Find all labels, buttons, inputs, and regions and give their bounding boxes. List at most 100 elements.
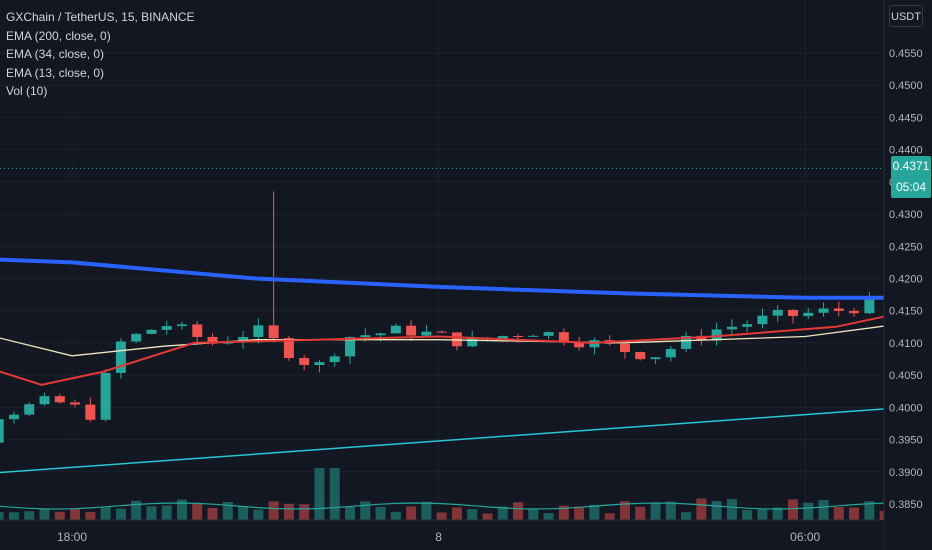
candle-body: [818, 308, 829, 313]
last-price-label: 0.4371: [891, 156, 931, 177]
volume-bar: [146, 506, 157, 520]
y-tick-label: 0.3850: [889, 499, 923, 511]
currency-button[interactable]: USDT: [889, 5, 923, 27]
y-tick-label: 0.4550: [889, 48, 923, 60]
y-tick-label: 0.4300: [889, 209, 923, 221]
y-tick-label: 0.3950: [889, 435, 923, 447]
x-tick-label: 18:00: [57, 530, 87, 544]
candle-body: [375, 333, 386, 336]
price-scale-bg: [884, 0, 932, 550]
x-tick-label: 8: [435, 530, 442, 544]
volume-bar: [421, 501, 432, 520]
candle-body: [421, 331, 432, 336]
y-tick-label: 0.4000: [889, 402, 923, 414]
candle-body: [345, 336, 356, 357]
volume-bar: [268, 501, 279, 520]
volume-bar: [222, 501, 233, 520]
volume-bar: [345, 506, 356, 520]
volume-bar: [604, 513, 615, 520]
y-tick-label: 0.4500: [889, 80, 923, 92]
trend-line: [0, 404, 932, 474]
volume-bar: [238, 506, 249, 520]
ema13-line: [0, 305, 932, 386]
candle-body: [283, 338, 294, 359]
legend-ema13: EMA (13, close, 0): [6, 65, 105, 80]
volume-bar: [176, 499, 187, 520]
volume-bar: [803, 502, 814, 520]
candle-body: [635, 352, 646, 360]
legend-volume: Vol (10): [6, 84, 48, 98]
volume-bar: [864, 501, 875, 520]
volume-bar: [757, 508, 768, 520]
legend-ema200: EMA (200, close, 0): [6, 28, 111, 43]
legend-ema34: EMA (34, close, 0): [6, 47, 105, 61]
volume-bar: [528, 508, 539, 520]
volume-bar: [85, 511, 96, 520]
volume-bar: [0, 512, 4, 520]
volume-bar: [833, 507, 844, 520]
candle-body: [497, 336, 508, 340]
volume-bar: [772, 507, 783, 520]
volume-bar: [8, 512, 19, 520]
y-tick-label: 0.3900: [889, 467, 923, 479]
candle-body: [24, 404, 35, 415]
candle-body: [665, 348, 676, 358]
candle-body: [787, 309, 798, 317]
volume-bar: [726, 498, 737, 520]
volume-bar: [283, 503, 294, 520]
candle-body: [467, 337, 478, 347]
candle-body: [39, 396, 50, 405]
candle-body: [543, 332, 554, 336]
candle-body: [833, 308, 844, 311]
volume-bar: [253, 509, 264, 520]
candle-body: [253, 325, 264, 337]
candle-body: [757, 315, 768, 325]
y-tick-label: 0.4250: [889, 241, 923, 253]
candle-body: [314, 362, 325, 366]
candle-body: [360, 335, 371, 337]
volume-bar: [24, 511, 35, 520]
volume-bar: [665, 501, 676, 520]
candle-body: [772, 309, 783, 316]
volume-bar: [329, 468, 340, 520]
volume-bar: [299, 504, 310, 520]
volume-bar: [742, 509, 753, 520]
volume-bar: [131, 500, 142, 520]
candle-body: [70, 402, 81, 405]
volume-bar: [161, 505, 172, 520]
volume-bar: [589, 504, 600, 520]
volume-bar: [543, 513, 554, 520]
volume-bar: [360, 501, 371, 520]
candle-body: [161, 326, 172, 330]
y-tick-label: 0.4100: [889, 338, 923, 350]
candle-body: [146, 329, 157, 334]
candle-body: [131, 333, 142, 342]
candle-body: [207, 336, 218, 344]
volume-bar: [390, 511, 401, 520]
time-scale-bg: [0, 520, 884, 550]
candle-body: [803, 312, 814, 317]
ema34-line: [0, 318, 932, 357]
candle-body: [711, 329, 722, 341]
volume-bar: [115, 508, 126, 520]
volume-ma-line: [0, 502, 932, 510]
candle-body: [238, 336, 249, 343]
candle-body: [696, 335, 707, 341]
candle-body: [54, 396, 65, 403]
candle-body: [558, 332, 569, 343]
y-tick-label: 0.4150: [889, 306, 923, 318]
volume-bar: [696, 498, 707, 520]
candle-body: [406, 325, 417, 336]
volume-bar: [849, 507, 860, 520]
candle-body: [451, 332, 462, 347]
volume-bar: [436, 512, 447, 520]
candle-body: [329, 356, 340, 363]
volume-bar: [100, 507, 111, 520]
volume-bar: [375, 506, 386, 520]
candle-body: [849, 310, 860, 314]
chart-legend: GXChain / TetherUS, 15, BINANCE EMA (200…: [6, 8, 195, 101]
y-tick-label: 0.4200: [889, 274, 923, 286]
bar-countdown-label: 05:04: [891, 177, 931, 198]
volume-bar: [192, 503, 203, 520]
